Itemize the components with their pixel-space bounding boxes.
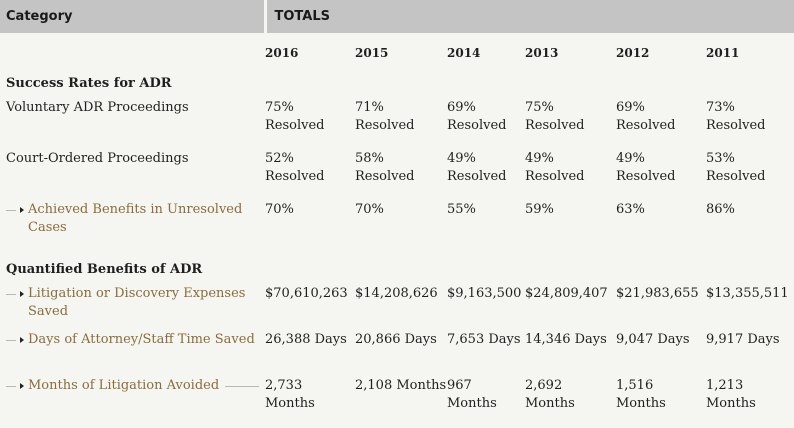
cell-value: 70% — [355, 202, 384, 217]
cell-value: 69% Resolved — [447, 100, 507, 133]
cell-value: 70% — [265, 202, 294, 217]
cell-value: 73% Resolved — [706, 100, 766, 133]
cell-value: 75% Resolved — [525, 100, 585, 133]
cell-value: $21,983,655 — [616, 286, 699, 301]
cell-value: $9,163,500 — [447, 286, 522, 301]
expand-caret-icon[interactable] — [20, 207, 24, 213]
row-label-voluntary-adr: Voluntary ADR Proceedings — [6, 100, 189, 115]
cell-value: 2,108 Months — [355, 378, 447, 393]
table-row: Voluntary ADR Proceedings 75% Resolved 7… — [0, 97, 794, 148]
year-2015: 2015 — [355, 46, 389, 60]
cell-value: 58% Resolved — [355, 151, 415, 184]
expand-caret-icon[interactable] — [20, 337, 24, 343]
cell-value: 1,516 Months — [616, 378, 666, 411]
cell-value: 9,047 Days — [616, 332, 690, 347]
spacer — [0, 245, 794, 255]
category-header: Category — [0, 0, 265, 33]
cell-value: 55% — [447, 202, 476, 217]
table-row: Days of Attorney/Staff Time Saved 26,388… — [0, 329, 794, 375]
cell-value: 967 Months — [447, 378, 497, 411]
cell-value: 2,733 Months — [265, 378, 315, 411]
section-title-success-rates: Success Rates for ADR — [6, 75, 172, 91]
table-row: Litigation or Discovery Expenses Saved $… — [0, 283, 794, 329]
row-link-months-litigation[interactable]: Months of Litigation Avoided — [28, 378, 220, 393]
cell-value: 86% — [706, 202, 735, 217]
tree-line — [6, 294, 16, 295]
year-header-spacer — [0, 33, 265, 69]
table-row: Court-Ordered Proceedings 52% Resolved 5… — [0, 148, 794, 199]
expand-caret-icon[interactable] — [20, 383, 24, 389]
section-title-quantified-benefits: Quantified Benefits of ADR — [6, 261, 203, 277]
row-link-attorney-time[interactable]: Days of Attorney/Staff Time Saved — [28, 332, 255, 347]
cell-value: 71% Resolved — [355, 100, 415, 133]
cell-value: 49% Resolved — [525, 151, 585, 184]
cell-value: 53% Resolved — [706, 151, 766, 184]
cell-value: 52% Resolved — [265, 151, 325, 184]
cell-value: 63% — [616, 202, 645, 217]
expand-caret-icon[interactable] — [20, 291, 24, 297]
row-link-achieved-benefits[interactable]: Achieved Benefits in Unresolved Cases — [28, 202, 243, 235]
tree-line — [6, 340, 16, 341]
cell-value: 9,917 Days — [706, 332, 780, 347]
cell-value: $70,610,263 — [265, 286, 348, 301]
year-2011: 2011 — [706, 46, 740, 60]
cell-value: 69% Resolved — [616, 100, 676, 133]
cell-value: 14,346 Days — [525, 332, 607, 347]
row-label-court-ordered: Court-Ordered Proceedings — [6, 151, 189, 166]
cell-value: 1,213 Months — [706, 378, 756, 411]
tree-line — [6, 386, 16, 387]
table-row: Months of Litigation Avoided 2,733 Month… — [0, 375, 794, 421]
expand-row-achieved-benefits[interactable]: Achieved Benefits in Unresolved Cases — [0, 201, 265, 237]
cell-value: 59% — [525, 202, 554, 217]
cell-value: 7,653 Days — [447, 332, 521, 347]
year-2012: 2012 — [616, 46, 650, 60]
row-link-litigation-expenses[interactable]: Litigation or Discovery Expenses Saved — [28, 286, 246, 319]
cell-value: $13,355,511 — [706, 286, 789, 301]
year-2016: 2016 — [265, 46, 299, 60]
expand-row-attorney-time[interactable]: Days of Attorney/Staff Time Saved — [0, 331, 265, 349]
cell-value: 49% Resolved — [616, 151, 676, 184]
cell-value: 75% Resolved — [265, 100, 325, 133]
cell-value: 2,692 Months — [525, 378, 575, 411]
tree-line — [225, 386, 259, 387]
cell-value: 49% Resolved — [447, 151, 507, 184]
expand-row-litigation-expenses[interactable]: Litigation or Discovery Expenses Saved — [0, 285, 265, 321]
tree-line — [6, 210, 16, 211]
totals-header: TOTALS — [263, 0, 794, 33]
year-2014: 2014 — [447, 46, 481, 60]
expand-row-months-litigation[interactable]: Months of Litigation Avoided — [0, 377, 265, 395]
table-row: Achieved Benefits in Unresolved Cases 70… — [0, 199, 794, 245]
cell-value: $24,809,407 — [525, 286, 608, 301]
cell-value: $14,208,626 — [355, 286, 438, 301]
year-2013: 2013 — [525, 46, 559, 60]
cell-value: 26,388 Days — [265, 332, 347, 347]
cell-value: 20,866 Days — [355, 332, 437, 347]
